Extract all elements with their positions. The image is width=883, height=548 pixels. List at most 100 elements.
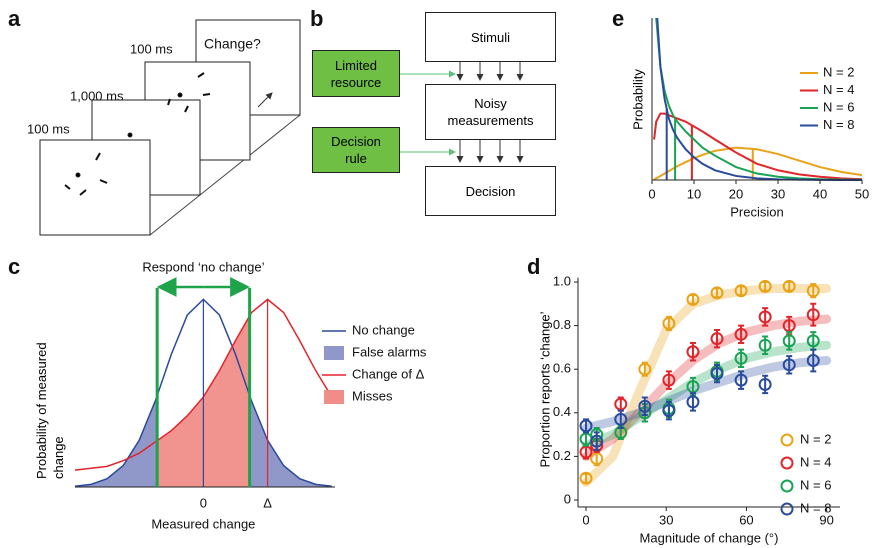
data-point (758, 377, 772, 391)
data-point (734, 284, 748, 298)
x-tick-label: 0 (648, 186, 655, 201)
legend-swatch (324, 390, 344, 404)
data-point (710, 367, 724, 381)
data-point (782, 279, 796, 293)
legend-label: False alarms (352, 344, 427, 359)
data-point (758, 310, 772, 324)
y-tick-label: 0 (564, 491, 571, 506)
x-tick-label: 30 (659, 512, 673, 527)
data-point (638, 399, 652, 413)
legend-label: N = 6 (823, 99, 854, 114)
x-tick-label: 60 (739, 512, 753, 527)
fit-curve (581, 284, 832, 488)
y-axis-label: Proportion reports ‘change’ (537, 311, 553, 468)
data-point (590, 452, 604, 466)
data-point (638, 362, 652, 376)
data-point (758, 279, 772, 293)
data-point (579, 471, 593, 485)
annotation: Respond ‘no change’ (142, 259, 264, 274)
data-point (806, 334, 820, 348)
legend-swatch (780, 502, 794, 516)
legend-label: Change of Δ (352, 366, 425, 381)
x-tick-label: Δ (263, 495, 272, 510)
data-point (734, 351, 748, 365)
data-point (686, 292, 700, 306)
legend-label: No change (352, 322, 415, 337)
error-bar (583, 418, 590, 434)
density-curve (653, 112, 863, 181)
stage-box: Decision (425, 166, 556, 216)
stage-box: Noisy measurements (425, 84, 556, 140)
task-sequence (39, 19, 301, 236)
panel-label: a (8, 6, 21, 31)
x-tick-label: 40 (813, 186, 827, 201)
data-point (734, 373, 748, 387)
x-axis-label: Measured change (151, 516, 255, 531)
data-point (686, 345, 700, 359)
legend-label: N = 6 (800, 477, 831, 492)
y-tick-label: 0.6 (553, 361, 571, 376)
data-point (806, 284, 820, 298)
data-point (686, 395, 700, 409)
panel-label: d (527, 254, 540, 279)
data-point (710, 286, 724, 300)
legend-label: N = 4 (800, 454, 831, 469)
data-point (734, 327, 748, 341)
timing: 100 ms (27, 121, 70, 136)
prompt: Change? (204, 36, 261, 52)
legend-swatch (324, 346, 344, 360)
x-tick-label: 90 (819, 512, 833, 527)
fit-curve (581, 314, 832, 461)
y-tick-label: 0.2 (553, 448, 571, 463)
legend-label: N = 2 (800, 431, 831, 446)
panel-label: b (310, 6, 323, 31)
legend-label: Misses (352, 388, 393, 403)
data-point (806, 308, 820, 322)
y-tick-label: 0.4 (553, 404, 571, 419)
time-arrow (257, 92, 273, 108)
data-point (662, 316, 676, 330)
data-point (590, 434, 604, 448)
y-tick-label: 1.0 (553, 273, 571, 288)
error-bar (810, 348, 817, 373)
y-tick-label: 0.8 (553, 317, 571, 332)
x-tick-label: 10 (687, 186, 701, 201)
x-axis-label: Magnitude of change (°) (640, 530, 779, 545)
error-bar (810, 302, 817, 327)
legend-label: N = 8 (823, 117, 854, 132)
panel-label: c (8, 254, 20, 279)
legend-swatch (780, 433, 794, 447)
x-tick-label: 50 (855, 186, 869, 201)
legend-swatch (780, 479, 794, 493)
data-point (782, 319, 796, 333)
input-box: Decision rule (312, 127, 400, 173)
data-point (662, 373, 676, 387)
data-point (662, 404, 676, 418)
error-bar (810, 283, 817, 299)
input-box: Limited resource (312, 50, 400, 97)
x-tick-label: 20 (729, 186, 743, 201)
density-curve (653, 146, 863, 181)
data-point (686, 380, 700, 394)
data-point (614, 412, 628, 426)
data-point (614, 397, 628, 411)
model-arrows (400, 62, 524, 163)
data-point (579, 445, 593, 459)
legend-label: N = 2 (823, 64, 854, 79)
legend-label: N = 4 (823, 82, 854, 97)
timing: 1,000 ms (70, 88, 124, 103)
data-point (579, 419, 593, 433)
data-point (758, 338, 772, 352)
x-tick-label: 0 (582, 512, 589, 527)
error-bar (641, 361, 648, 377)
legend-swatch (780, 456, 794, 470)
x-axis-label: Precision (730, 204, 783, 219)
x-tick-label: 0 (200, 495, 207, 510)
data-point (710, 332, 724, 346)
panel-label: e (612, 6, 624, 31)
y-axis-label: Probability of measured change (34, 342, 66, 479)
error-bar (665, 315, 672, 331)
timing: 100 ms (130, 41, 173, 56)
